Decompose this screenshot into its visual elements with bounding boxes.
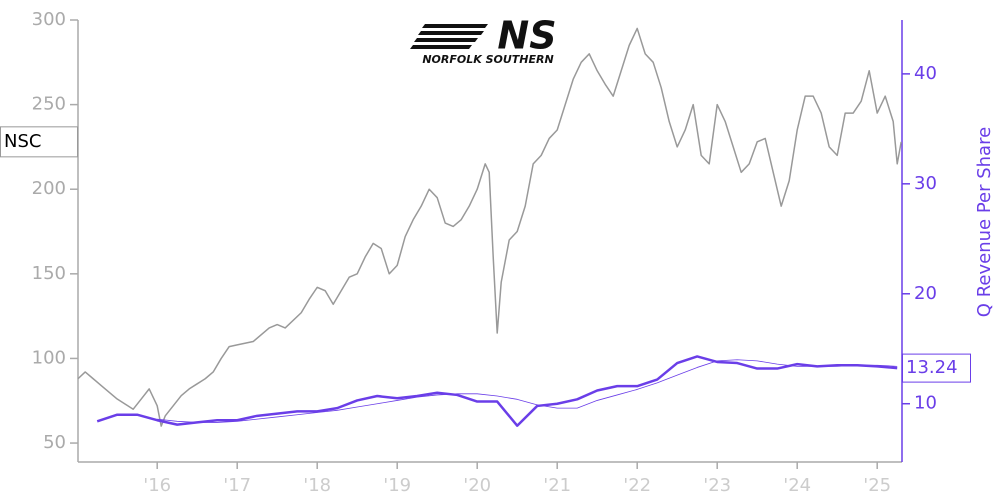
logo-stripes [410, 24, 488, 49]
y-tick-label: 100 [32, 347, 66, 368]
x-tick-label: '21 [543, 475, 571, 496]
logo: NS NORFOLK SOUTHERN [410, 14, 557, 66]
x-tick-label: '19 [383, 475, 411, 496]
logo-mark: NS [497, 14, 556, 58]
y2-tick-label: 40 [914, 63, 937, 84]
x-tick-label: '20 [463, 475, 491, 496]
y-tick-label: 50 [43, 432, 66, 453]
value-label: 13.24 [906, 357, 958, 378]
y2-tick-label: 10 [914, 393, 937, 414]
value-label-box [902, 353, 971, 383]
y-tick-label: 250 [32, 94, 66, 115]
x-tick-label: '17 [223, 475, 251, 496]
x-tick-label: '22 [623, 475, 651, 496]
y2-axis-label: Q Revenue Per Share [974, 127, 995, 317]
logo-name: NORFOLK SOUTHERN [422, 53, 553, 66]
series-line [77, 27, 902, 427]
series-line [157, 359, 898, 423]
y-tick-label: 150 [32, 263, 66, 284]
series-line [96, 355, 898, 427]
x-tick-label: '16 [143, 475, 171, 496]
y2-tick-label: 20 [914, 283, 937, 304]
x-tick-label: '25 [863, 475, 891, 496]
y2-tick-label: 30 [914, 173, 937, 194]
x-tick-label: '24 [783, 475, 811, 496]
price-label-box [0, 126, 78, 158]
price-label: NSC [4, 131, 41, 152]
x-tick-label: '18 [303, 475, 331, 496]
x-tick-label: '23 [703, 475, 731, 496]
y-tick-label: 200 [32, 178, 66, 199]
y-tick-label: 300 [32, 9, 66, 30]
